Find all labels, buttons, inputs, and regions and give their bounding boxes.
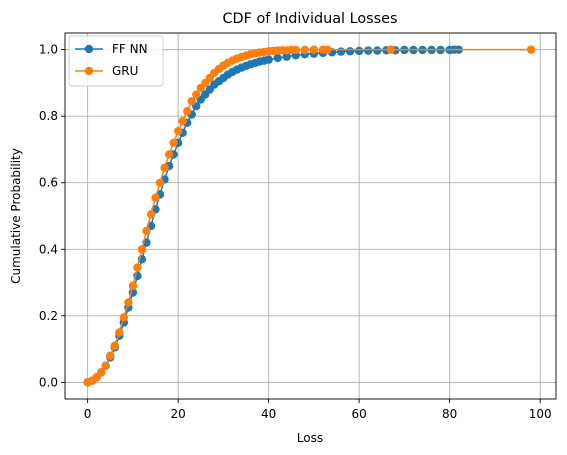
- x-axis-label: Loss: [297, 431, 323, 445]
- x-tick-label: 20: [170, 407, 185, 421]
- data-point-gru: [187, 97, 196, 106]
- chart-title: CDF of Individual Losses: [223, 11, 398, 27]
- y-axis-label: Cumulative Probability: [9, 148, 23, 284]
- data-point-gru: [178, 116, 187, 126]
- data-point-gru: [133, 263, 142, 272]
- data-point-gru: [155, 178, 165, 187]
- data-point-gru: [323, 45, 332, 54]
- data-point-gru: [169, 138, 178, 147]
- y-tick-label: 0.6: [39, 176, 58, 190]
- data-point-gru: [182, 106, 192, 116]
- data-point-ff-nn: [364, 46, 373, 55]
- x-tick-label: 100: [529, 407, 552, 421]
- legend-label-gru: GRU: [112, 64, 138, 78]
- data-point-ff-nn: [345, 47, 355, 56]
- data-point-gru: [124, 298, 133, 307]
- data-point-gru: [309, 45, 319, 54]
- data-point-gru: [526, 45, 536, 54]
- x-tick-label: 40: [261, 407, 276, 421]
- y-tick-label: 0.4: [39, 242, 58, 256]
- data-point-ff-nn: [273, 53, 282, 63]
- data-point-gru: [164, 150, 174, 159]
- x-tick-label: 80: [442, 407, 457, 421]
- data-point-gru: [151, 193, 160, 202]
- data-point-gru: [97, 368, 106, 377]
- data-point-gru: [291, 45, 300, 55]
- axis-ticks: 0 20 40 60 80 100 0.0 0.2 0.4 0.6 0.8 1.0: [39, 43, 552, 421]
- data-point-ff-nn: [282, 52, 291, 61]
- data-point-ff-nn: [264, 55, 273, 64]
- data-point-gru: [192, 90, 201, 99]
- data-point-gru: [160, 163, 169, 172]
- data-point-gru: [128, 281, 138, 291]
- data-point-gru: [110, 341, 119, 350]
- data-point-gru: [146, 210, 156, 219]
- data-point-gru: [142, 226, 151, 236]
- series-gru: [83, 45, 536, 387]
- data-point-gru: [173, 126, 183, 136]
- y-tick-label: 0.8: [39, 109, 58, 123]
- grid: [65, 33, 556, 399]
- y-tick-label: 0.2: [39, 309, 58, 323]
- data-point-gru: [119, 313, 129, 322]
- legend-label-ff-nn: FF NN: [112, 42, 148, 56]
- plot-area-frame: [64, 32, 557, 400]
- y-tick-label: 0.0: [39, 375, 58, 389]
- y-tick-label: 1.0: [39, 43, 58, 57]
- data-point-gru: [300, 45, 310, 55]
- data-point-gru: [101, 361, 110, 370]
- data-point-ff-nn: [336, 47, 346, 56]
- legend: FF NN GRU: [68, 35, 164, 87]
- data-point-gru: [137, 245, 147, 254]
- data-point-gru: [386, 45, 396, 54]
- data-point-ff-nn: [354, 46, 364, 56]
- series-layer: [83, 45, 536, 387]
- legend-marker-ff-nn: [84, 44, 94, 54]
- data-point-ff-nn: [373, 46, 382, 55]
- data-point-gru: [115, 328, 124, 337]
- x-tick-label: 0: [84, 407, 92, 421]
- data-point-gru: [106, 351, 115, 360]
- x-tick-label: 60: [352, 407, 367, 421]
- legend-marker-gru: [84, 66, 94, 76]
